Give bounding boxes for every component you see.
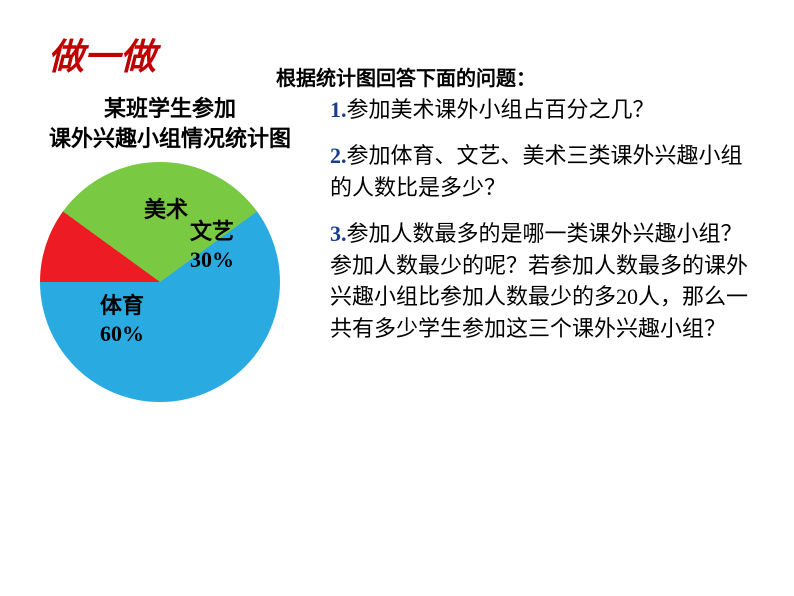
slice-label-美术: 美术 — [144, 196, 188, 224]
question-3: 3.参加人数最多的是哪一类课外兴趣小组？参加人数最少的呢？若参加人数最多的课外兴… — [330, 218, 762, 346]
question-number: 3. — [330, 221, 347, 246]
header-title: 做一做 — [48, 28, 156, 80]
questions-block: 1.参加美术课外小组占百分之几？2.参加体育、文艺、美术三类课外兴趣小组的人数比… — [330, 94, 762, 359]
slice-label-体育: 体育60% — [100, 292, 144, 347]
pie-chart: 美术文艺30% 体育60% — [40, 162, 280, 402]
question-1: 1.参加美术课外小组占百分之几？ — [330, 94, 762, 126]
question-number: 2. — [330, 143, 347, 168]
question-number: 1. — [330, 97, 347, 122]
question-2: 2.参加体育、文艺、美术三类课外兴趣小组的人数比是多少？ — [330, 140, 762, 204]
question-text: 参加人数最多的是哪一类课外兴趣小组？参加人数最少的呢？若参加人数最多的课外兴趣小… — [330, 221, 748, 342]
prompt-text: 根据统计图回答下面的问题： — [276, 62, 536, 91]
question-text: 参加体育、文艺、美术三类课外兴趣小组的人数比是多少？ — [330, 143, 743, 200]
slice-label-文艺: 文艺30% — [190, 218, 234, 273]
chart-title: 某班学生参加 课外兴趣小组情况统计图 — [40, 94, 300, 153]
chart-title-line2: 课外兴趣小组情况统计图 — [49, 126, 291, 151]
chart-title-line1: 某班学生参加 — [104, 96, 236, 121]
question-text: 参加美术课外小组占百分之几？ — [347, 97, 655, 122]
